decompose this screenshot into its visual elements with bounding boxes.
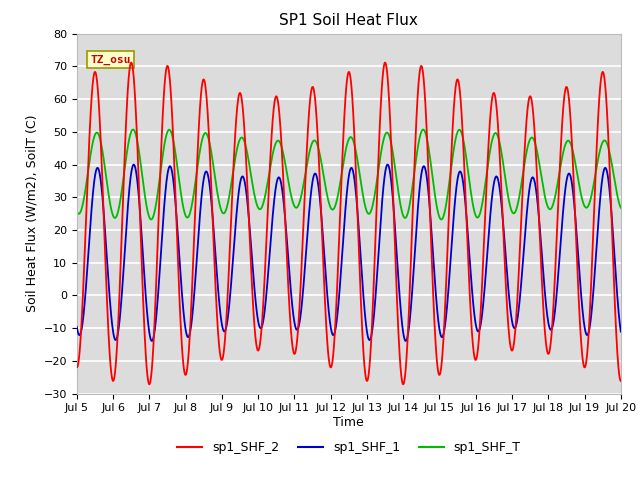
sp1_SHF_2 xyxy=(399,382,407,387)
sp1_SHF_T xyxy=(76,211,83,216)
sp1_SHF_2 xyxy=(617,378,625,384)
sp1_SHF_T xyxy=(437,216,445,222)
sp1_SHF_2 xyxy=(95,109,103,115)
sp1_SHF_1 xyxy=(588,304,596,310)
Line: sp1_SHF_1: sp1_SHF_1 xyxy=(77,165,621,341)
X-axis label: Time: Time xyxy=(333,416,364,429)
sp1_SHF_1 xyxy=(180,308,188,314)
sp1_SHF_1 xyxy=(402,338,410,344)
sp1_SHF_2 xyxy=(106,346,113,351)
sp1_SHF_T xyxy=(73,209,81,215)
sp1_SHF_T xyxy=(180,205,188,211)
sp1_SHF_2 xyxy=(127,60,135,65)
sp1_SHF_T xyxy=(95,133,103,139)
sp1_SHF_1 xyxy=(106,290,113,296)
Title: SP1 Soil Heat Flux: SP1 Soil Heat Flux xyxy=(280,13,418,28)
sp1_SHF_1 xyxy=(617,329,625,335)
sp1_SHF_1 xyxy=(95,169,103,175)
Text: TZ_osu: TZ_osu xyxy=(90,54,131,65)
sp1_SHF_T xyxy=(106,196,113,202)
sp1_SHF_T xyxy=(588,190,596,195)
Line: sp1_SHF_2: sp1_SHF_2 xyxy=(77,62,621,384)
sp1_SHF_T xyxy=(129,127,137,132)
sp1_SHF_1 xyxy=(339,243,347,249)
sp1_SHF_1 xyxy=(73,324,81,330)
sp1_SHF_T xyxy=(339,164,347,169)
sp1_SHF_2 xyxy=(76,353,83,359)
Y-axis label: Soil Heat Flux (W/m2), SoilT (C): Soil Heat Flux (W/m2), SoilT (C) xyxy=(25,115,38,312)
sp1_SHF_2 xyxy=(588,259,596,265)
sp1_SHF_2 xyxy=(180,363,188,369)
Legend: sp1_SHF_2, sp1_SHF_1, sp1_SHF_T: sp1_SHF_2, sp1_SHF_1, sp1_SHF_T xyxy=(172,436,525,459)
sp1_SHF_1 xyxy=(76,332,83,338)
sp1_SHF_2 xyxy=(73,364,81,370)
sp1_SHF_2 xyxy=(339,145,347,151)
sp1_SHF_1 xyxy=(384,162,392,168)
sp1_SHF_T xyxy=(617,205,625,211)
Line: sp1_SHF_T: sp1_SHF_T xyxy=(77,130,621,219)
